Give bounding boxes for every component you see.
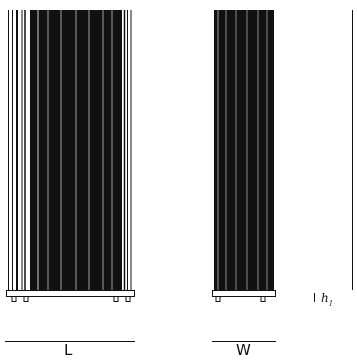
length-label: L [64, 341, 73, 359]
side-view [212, 10, 276, 302]
height-label: h1 [321, 292, 333, 307]
height-subscript: 1 [328, 299, 334, 308]
height-symbol: h [321, 291, 329, 305]
front-view [6, 10, 135, 302]
width-label: W [236, 341, 251, 359]
